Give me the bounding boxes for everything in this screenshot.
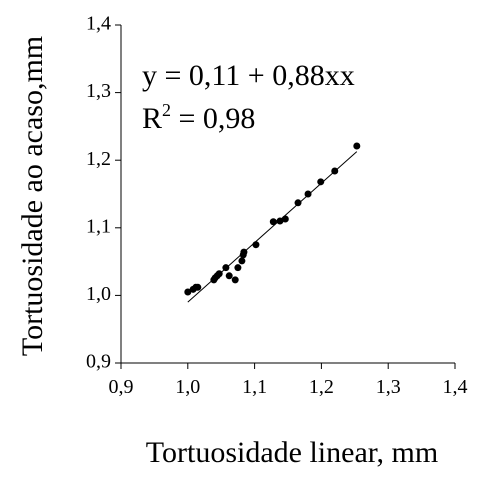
- point: [234, 264, 242, 272]
- point: [317, 178, 325, 186]
- point: [222, 264, 230, 272]
- point: [238, 257, 246, 265]
- y-tick-label: 1,3: [86, 80, 111, 102]
- y-tick-label: 1,0: [86, 283, 111, 305]
- point: [240, 248, 248, 256]
- y-tick-label: 1,2: [86, 148, 111, 170]
- point: [269, 218, 277, 226]
- r-squared: R2 = 0,98: [142, 100, 255, 135]
- x-tick-label: 1,3: [376, 376, 401, 398]
- point: [225, 272, 233, 280]
- point: [331, 167, 339, 175]
- x-tick-label: 0,9: [109, 376, 134, 398]
- r-squared-sup: 2: [162, 100, 171, 120]
- point: [304, 190, 312, 198]
- point: [231, 276, 239, 284]
- y-axis-title: Tortuosidade ao acaso,mm: [16, 36, 49, 356]
- y-tick-label: 0,9: [86, 351, 111, 373]
- y-tick-label: 1,4: [86, 13, 111, 35]
- point: [215, 270, 223, 278]
- r-squared-base: R: [142, 102, 162, 135]
- point: [194, 283, 202, 291]
- x-tick-label: 1,4: [443, 376, 468, 398]
- y-tick-label: 1,1: [86, 215, 111, 237]
- x-axis-title: Tortuosidade linear, mm: [146, 436, 438, 469]
- point: [184, 288, 192, 296]
- point: [353, 142, 361, 150]
- x-tick-label: 1,0: [175, 376, 200, 398]
- point: [281, 215, 289, 223]
- r-squared-rest: = 0,98: [171, 102, 255, 135]
- x-tick-label: 1,2: [309, 376, 334, 398]
- point: [276, 217, 284, 225]
- x-tick-label: 1,1: [242, 376, 267, 398]
- point: [294, 199, 302, 207]
- equation: y = 0,11 + 0,88xx: [142, 59, 355, 92]
- point: [252, 241, 260, 249]
